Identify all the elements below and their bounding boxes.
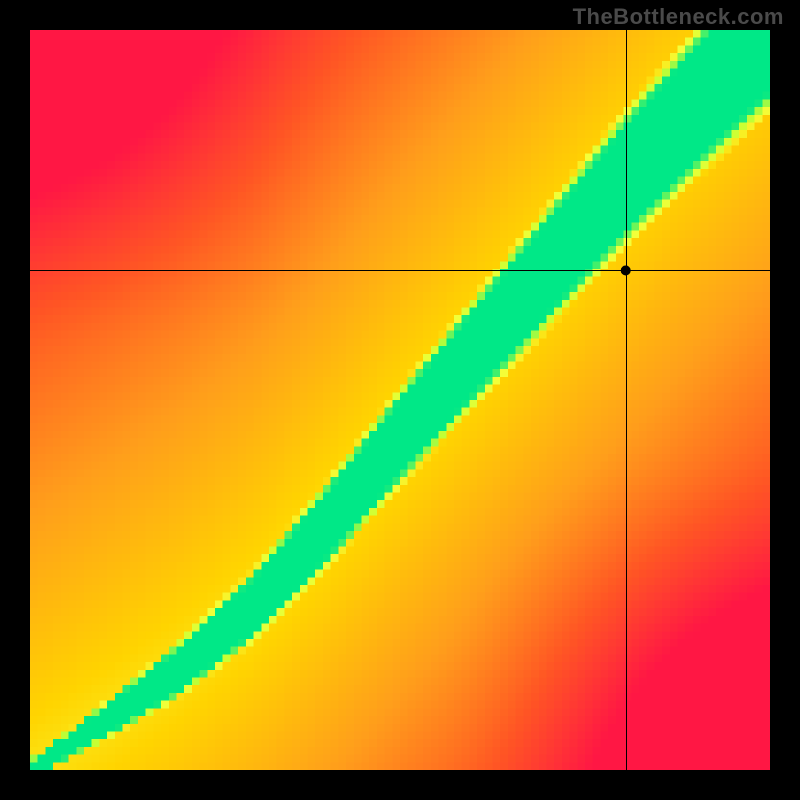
crosshair-overlay: [30, 30, 770, 770]
watermark-text: TheBottleneck.com: [573, 4, 784, 30]
